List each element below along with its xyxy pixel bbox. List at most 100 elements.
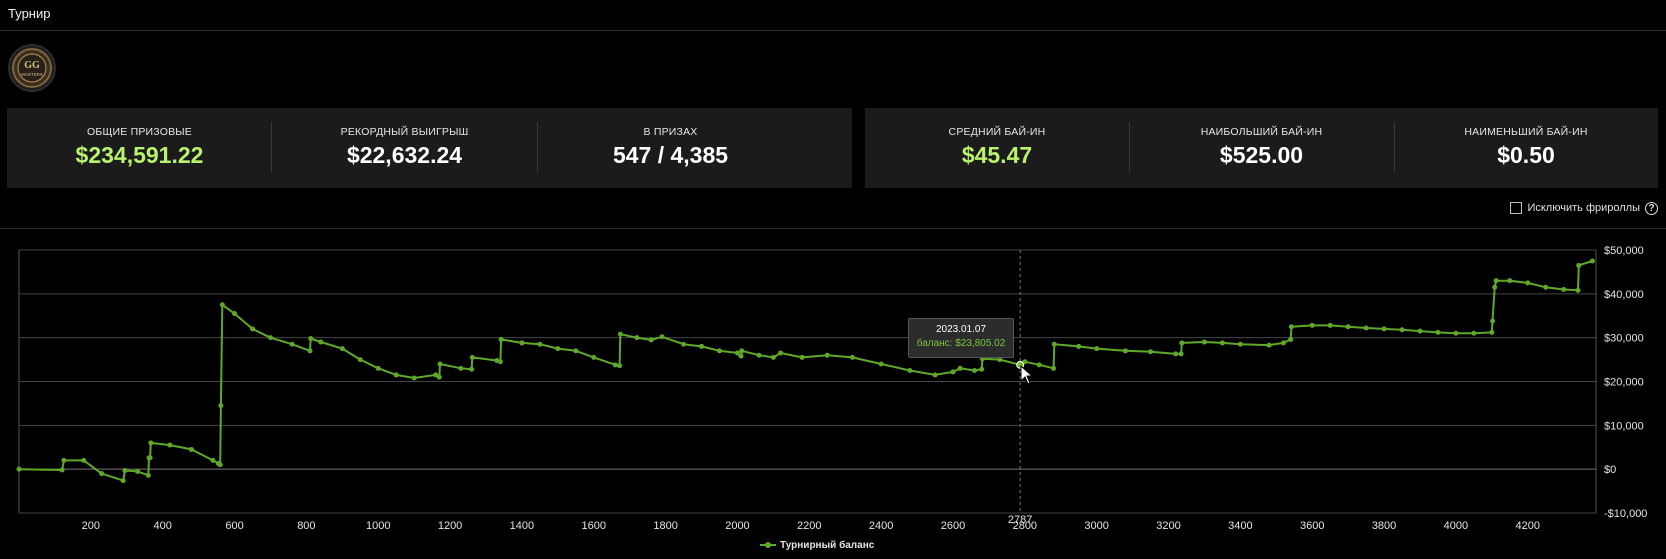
x-tick-label: 3200 (1156, 520, 1180, 532)
data-point (1076, 343, 1082, 349)
x-tick-label: 4200 (1516, 520, 1540, 532)
data-point (81, 457, 87, 463)
data-point (469, 366, 475, 372)
x-tick-label: 3600 (1300, 520, 1324, 532)
data-point (437, 361, 443, 367)
data-point (339, 346, 345, 352)
data-point (375, 365, 381, 371)
data-point (716, 348, 722, 354)
mouse-cursor-icon (1020, 365, 1034, 385)
data-point (932, 372, 938, 378)
stat-label: НАИБОЛЬШИЙ БАЙ-ИН (1200, 126, 1323, 138)
data-point (1525, 280, 1531, 286)
data-point (612, 362, 618, 368)
y-tick-label: $40,000 (1604, 289, 1644, 301)
data-point (778, 350, 784, 356)
data-point (218, 403, 224, 409)
x-tick-label: 3400 (1228, 520, 1252, 532)
data-point (634, 335, 640, 341)
data-point (497, 359, 503, 365)
data-point (289, 341, 295, 347)
data-point (1178, 351, 1184, 357)
stat-value: $22,632.24 (346, 142, 463, 168)
stat-label: В ПРИЗАХ (643, 126, 698, 138)
data-point (122, 467, 128, 473)
data-point (188, 446, 194, 452)
data-point (849, 354, 855, 360)
data-point (59, 467, 65, 473)
tooltip-date: 2023.01.07 (935, 324, 987, 335)
stat-value: $45.47 (961, 142, 1033, 168)
stat-average-buyin: СРЕДНИЙ БАЙ-ИН $45.47 (865, 108, 1129, 188)
data-point (145, 472, 151, 478)
data-point (1471, 330, 1477, 336)
data-point (1288, 336, 1294, 342)
data-point (1589, 258, 1595, 264)
data-point (1381, 326, 1387, 332)
data-point (756, 352, 762, 358)
y-tick-label: -$10,000 (1604, 508, 1647, 520)
data-point (411, 375, 417, 381)
data-point (770, 354, 776, 360)
x-tick-label: 2200 (797, 520, 821, 532)
data-point (1051, 341, 1057, 347)
data-point (555, 346, 561, 352)
data-point (1280, 340, 1286, 346)
exclude-freerolls-checkbox[interactable] (1510, 202, 1523, 214)
data-point (1237, 341, 1243, 347)
data-point (308, 336, 314, 342)
data-point (1201, 339, 1207, 345)
data-point (824, 352, 830, 358)
page-title: Турнир (8, 6, 51, 21)
stat-smallest-buyin: НАИМЕНЬШИЙ БАЙ-ИН $0.50 (1394, 108, 1658, 188)
data-point (997, 357, 1003, 363)
data-point (1094, 346, 1100, 352)
data-point (979, 366, 985, 372)
x-tick-label: 1600 (582, 520, 606, 532)
y-tick-label: $0 (1604, 464, 1616, 476)
data-point (135, 468, 141, 474)
data-point (591, 354, 597, 360)
stat-largest-buyin: НАИБОЛЬШИЙ БАЙ-ИН $525.00 (1129, 108, 1394, 188)
stat-label: РЕКОРДНЫЙ ВЫИГРЫШ (340, 126, 469, 138)
data-point (739, 348, 745, 354)
stat-total-prizes: ОБЩИЕ ПРИЗОВЫЕ $234,591.22 (7, 108, 272, 188)
data-point (537, 341, 543, 347)
data-point (1051, 365, 1057, 371)
data-point (120, 478, 126, 484)
data-point (61, 457, 67, 463)
data-point (1561, 286, 1567, 292)
divider (537, 122, 538, 172)
stat-label: ОБЩИЕ ПРИЗОВЫЕ (87, 126, 192, 138)
x-tick-label: 2800 (1013, 520, 1037, 532)
data-point (799, 354, 805, 360)
data-point (972, 368, 978, 374)
data-point (1173, 351, 1179, 357)
data-point (1490, 318, 1496, 324)
data-point (1179, 340, 1185, 346)
data-point (458, 365, 464, 371)
data-point (648, 337, 654, 343)
x-tick-label: 1200 (438, 520, 462, 532)
exclude-freerolls-label[interactable]: Исключить фрироллы (1527, 202, 1640, 214)
data-point (249, 326, 255, 332)
stat-record-win: РЕКОРДНЫЙ ВЫИГРЫШ $22,632.24 (272, 108, 537, 188)
top-bar: Турнир (0, 0, 1666, 31)
data-point (357, 357, 363, 363)
stats-panel-prizes: ОБЩИЕ ПРИЗОВЫЕ $234,591.22 РЕКОРДНЫЙ ВЫИ… (7, 108, 852, 188)
crosshair-label: 2787 (1008, 514, 1032, 526)
question-circle-icon[interactable]: ? (1645, 201, 1658, 215)
exclude-freerolls-toggle[interactable]: Исключить фрироллы ? (1510, 200, 1658, 216)
data-point (950, 369, 956, 375)
data-point (1399, 327, 1405, 333)
x-tick-label: 200 (82, 520, 100, 532)
data-point (393, 372, 399, 378)
data-point (147, 455, 153, 461)
data-point (734, 350, 740, 356)
data-point (699, 343, 705, 349)
stat-label: НАИМЕНЬШИЙ БАЙ-ИН (1464, 126, 1588, 138)
y-tick-label: $50,000 (1604, 245, 1644, 257)
y-tick-label: $20,000 (1604, 377, 1644, 389)
data-point (1266, 342, 1272, 348)
balance-chart[interactable]: -$10,000 $0 $10,000 $20,000 $30,000 $40,000 $5… (0, 230, 1666, 559)
